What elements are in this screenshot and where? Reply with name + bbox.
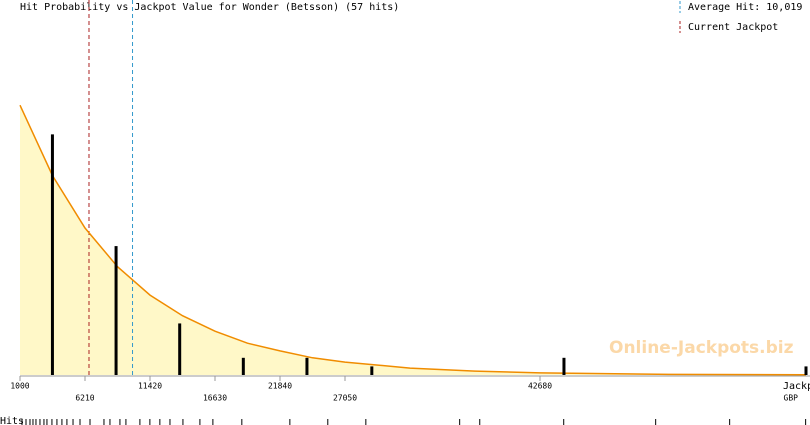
bar [562, 357, 566, 375]
bar [50, 134, 54, 375]
legend-label: Average Hit: 10,019 [688, 2, 802, 13]
x-tick-label: 6210 [75, 394, 94, 403]
x-tick-label: 11420 [138, 382, 162, 391]
x-tick-label: 16630 [203, 394, 227, 403]
x-tick-label: 1000 [10, 382, 29, 391]
x-axis-label: Jackpot, [783, 381, 810, 392]
bar [178, 323, 182, 375]
bar [804, 366, 808, 375]
bar [305, 357, 309, 375]
x-tick-label: 21840 [268, 382, 292, 391]
curve-line [19, 104, 807, 376]
watermark: Online-Jackpots.biz [609, 338, 794, 358]
x-tick-label: 42680 [528, 382, 552, 391]
x-axis-label: GBP [784, 394, 799, 403]
x-tick-label: 27050 [333, 394, 357, 403]
bar [114, 246, 118, 375]
bar [241, 357, 245, 375]
curve-area [20, 105, 806, 375]
legend-label: Current Jackpot [688, 22, 778, 33]
chart-title: Hit Probability vs Jackpot Value for Won… [20, 2, 399, 13]
bar [370, 366, 374, 375]
rug-label: Hits [0, 416, 24, 425]
